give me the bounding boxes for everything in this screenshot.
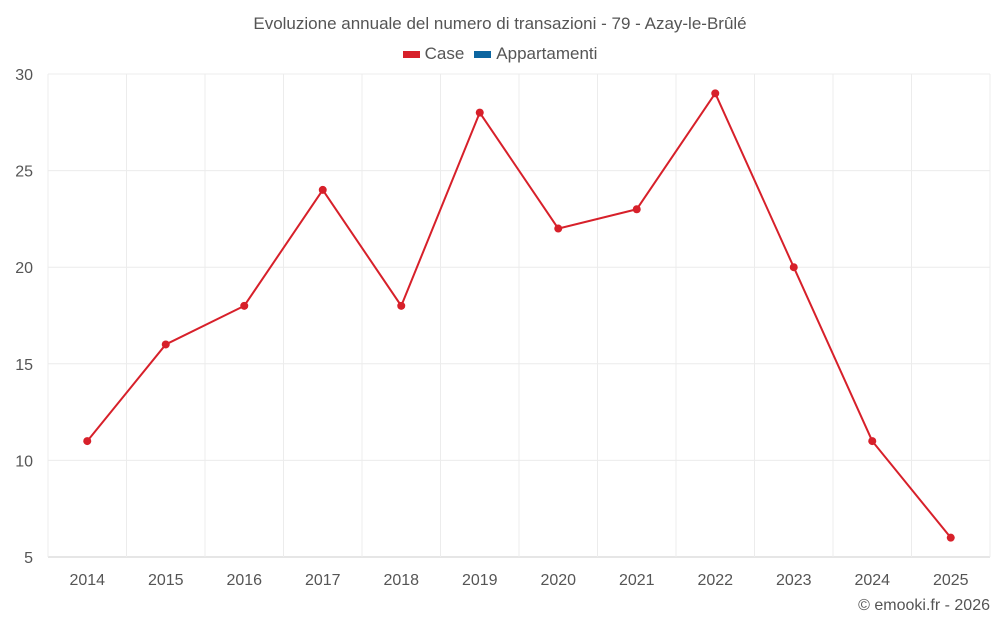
legend-item-case[interactable]: Case — [402, 44, 465, 64]
y-tick-label: 5 — [24, 550, 33, 567]
x-tick-label: 2023 — [776, 572, 812, 589]
legend-item-appartamenti[interactable]: Appartamenti — [474, 44, 597, 64]
legend-swatch-case — [402, 50, 420, 58]
data-point — [554, 224, 563, 233]
series-line-case — [86, 91, 952, 539]
legend-label-appartamenti: Appartamenti — [496, 44, 598, 63]
y-tick-label: 25 — [15, 164, 33, 181]
data-point — [318, 185, 327, 194]
x-tick-label: 2017 — [305, 572, 341, 589]
data-point — [397, 301, 406, 310]
data-point — [789, 263, 798, 272]
y-tick-label: 20 — [15, 260, 33, 277]
x-tick-label: 2016 — [226, 572, 262, 589]
data-point — [868, 437, 877, 446]
x-tick-label: 2015 — [148, 572, 184, 589]
data-point — [632, 205, 641, 214]
y-tick-label: 15 — [15, 357, 33, 374]
legend: Case Appartamenti — [0, 44, 1000, 64]
x-tick-label: 2021 — [619, 572, 655, 589]
y-tick-label: 30 — [15, 67, 33, 84]
x-tick-label: 2020 — [540, 572, 576, 589]
x-tick-label: 2018 — [383, 572, 419, 589]
y-tick-label: 10 — [15, 453, 33, 470]
x-tick-label: 2014 — [69, 572, 105, 589]
data-point — [711, 89, 720, 98]
x-tick-label: 2022 — [697, 572, 733, 589]
credit: © emooki.fr - 2026 — [858, 597, 990, 614]
data-point — [475, 108, 484, 117]
x-tick-label: 2019 — [462, 572, 498, 589]
data-point — [240, 301, 249, 310]
legend-label-case: Case — [424, 44, 465, 63]
legend-swatch-appartamenti — [474, 50, 492, 58]
x-tick-label: 2024 — [854, 572, 890, 589]
data-point — [83, 437, 92, 446]
x-tick-label: 2025 — [933, 572, 969, 589]
data-point — [161, 340, 170, 349]
chart-title: Evoluzione annuale del numero di transaz… — [253, 14, 747, 33]
data-point — [946, 533, 955, 542]
